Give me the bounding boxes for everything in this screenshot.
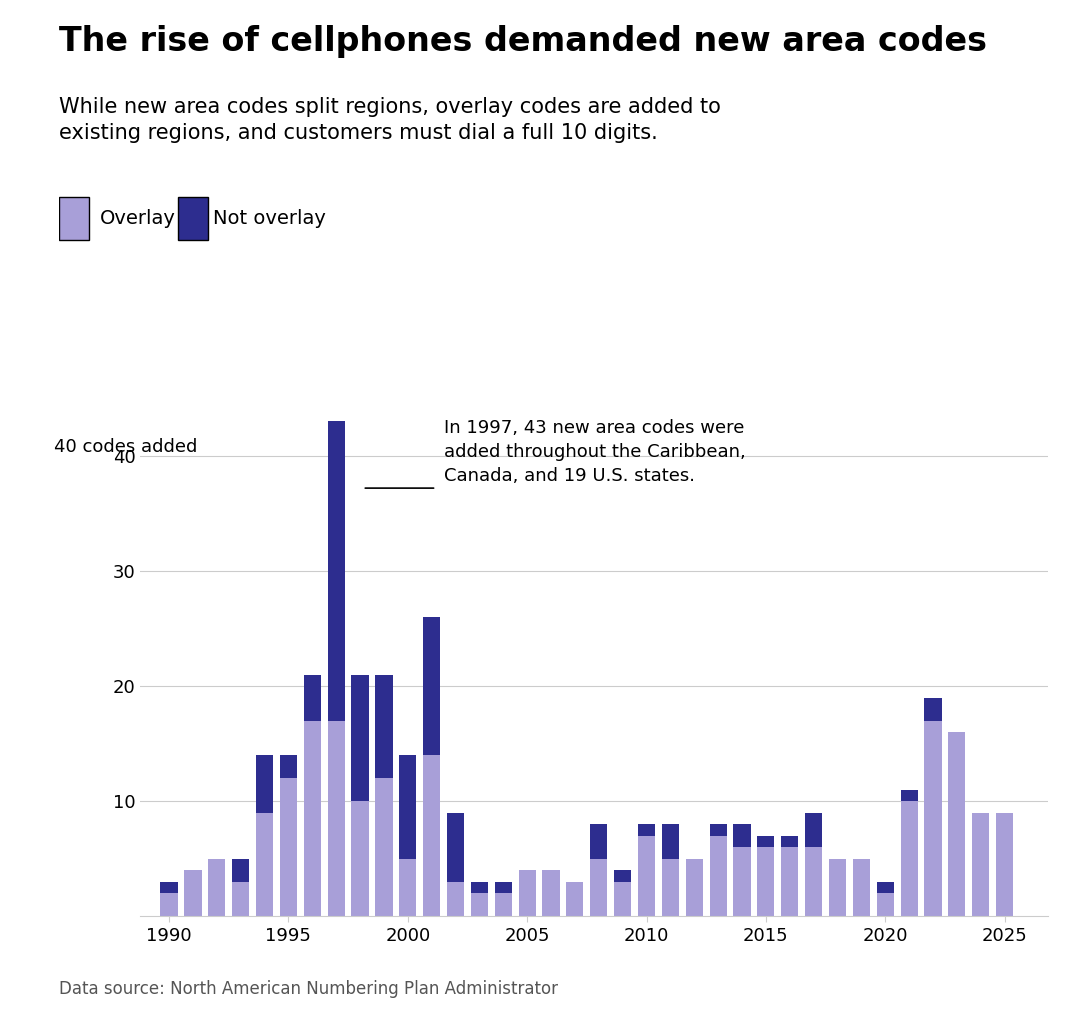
Text: While new area codes split regions, overlay codes are added to
existing regions,: While new area codes split regions, over… (59, 97, 721, 144)
Bar (423, 617, 441, 755)
Bar (185, 870, 202, 916)
Bar (495, 893, 512, 916)
Text: The rise of cellphones demanded new area codes: The rise of cellphones demanded new area… (59, 25, 987, 58)
Bar (757, 847, 774, 916)
Bar (495, 882, 512, 893)
Bar (686, 858, 703, 916)
Bar (351, 801, 368, 916)
Bar (590, 858, 607, 916)
Bar (662, 858, 679, 916)
Text: Not overlay: Not overlay (214, 210, 326, 228)
Bar (757, 836, 774, 847)
Bar (733, 847, 751, 916)
Bar (471, 893, 488, 916)
Bar (161, 893, 177, 916)
Bar (710, 825, 727, 836)
Bar (638, 825, 656, 836)
Bar (877, 882, 894, 893)
FancyBboxPatch shape (59, 197, 90, 240)
Text: 40 codes added: 40 codes added (54, 438, 198, 456)
Bar (996, 812, 1013, 916)
Bar (542, 870, 559, 916)
Bar (638, 836, 656, 916)
Bar (447, 882, 464, 916)
Bar (853, 858, 870, 916)
Bar (327, 721, 345, 916)
Bar (733, 825, 751, 847)
Bar (256, 755, 273, 812)
Bar (877, 893, 894, 916)
Bar (615, 882, 631, 916)
Bar (901, 801, 918, 916)
Bar (400, 755, 417, 858)
Bar (924, 721, 942, 916)
FancyBboxPatch shape (178, 197, 208, 240)
Bar (376, 675, 392, 778)
Bar (781, 836, 798, 847)
Bar (256, 812, 273, 916)
Bar (924, 697, 942, 721)
Bar (948, 732, 966, 916)
Bar (423, 755, 441, 916)
Bar (901, 790, 918, 801)
Bar (590, 825, 607, 858)
Bar (161, 882, 177, 893)
Bar (972, 812, 989, 916)
Bar (303, 675, 321, 721)
Text: Data source: North American Numbering Plan Administrator: Data source: North American Numbering Pl… (59, 979, 558, 998)
Bar (781, 847, 798, 916)
Bar (232, 882, 249, 916)
Bar (447, 812, 464, 882)
Bar (232, 858, 249, 882)
Bar (805, 847, 822, 916)
Bar (829, 858, 846, 916)
Bar (303, 721, 321, 916)
Text: In 1997, 43 new area codes were
added throughout the Caribbean,
Canada, and 19 U: In 1997, 43 new area codes were added th… (444, 419, 745, 485)
Bar (280, 778, 297, 916)
Bar (805, 812, 822, 847)
Bar (208, 858, 226, 916)
Bar (327, 421, 345, 721)
Bar (351, 675, 368, 801)
Bar (518, 870, 536, 916)
Bar (566, 882, 583, 916)
Text: Overlay: Overlay (100, 210, 176, 228)
Bar (280, 755, 297, 778)
Bar (400, 858, 417, 916)
Bar (471, 882, 488, 893)
Bar (376, 778, 392, 916)
Bar (615, 870, 631, 882)
Bar (662, 825, 679, 858)
Bar (710, 836, 727, 916)
